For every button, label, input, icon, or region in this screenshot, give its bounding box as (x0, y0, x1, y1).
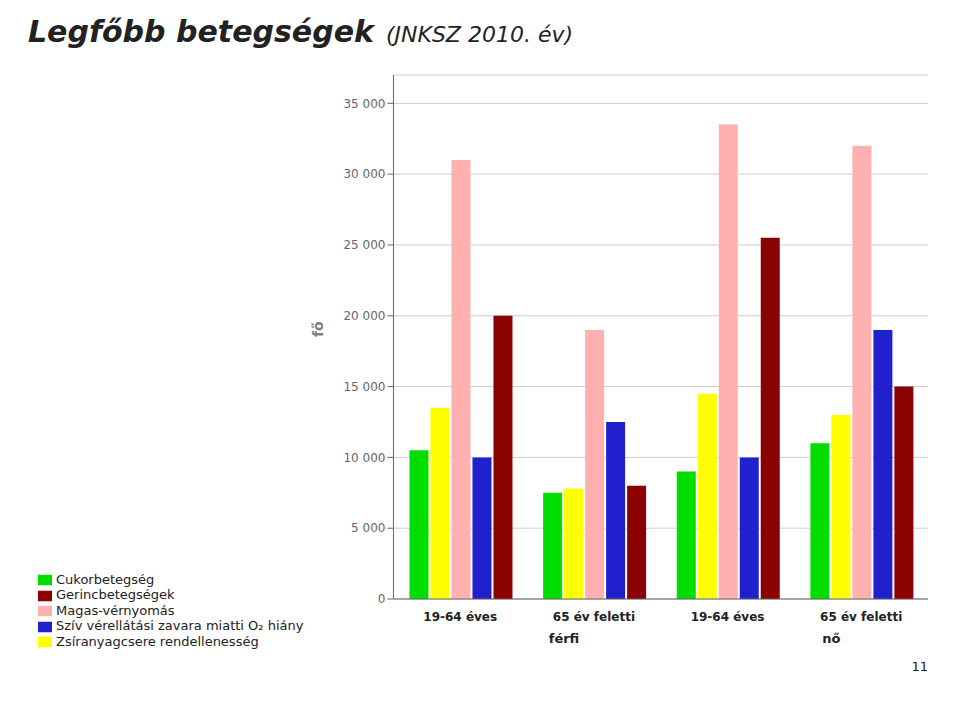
svg-text:19-64 éves: 19-64 éves (691, 610, 765, 624)
svg-text:fő: fő (310, 321, 326, 337)
svg-text:15 000: 15 000 (343, 380, 385, 394)
html-text:Szív vérellátási zavara miatti: Szív vérellátási zavara miatti O₂ hiány (56, 618, 304, 633)
svg-text:nő: nő (822, 631, 840, 646)
svg-text:5 000: 5 000 (351, 521, 385, 535)
html-text:11: 11 (911, 659, 928, 674)
html-text:Cukorbetegség: Cukorbetegség (56, 571, 155, 587)
svg-text:19-64 éves: 19-64 éves (423, 610, 497, 624)
html-text:Legfőbb betegségek: Legfőbb betegségek (28, 14, 374, 49)
svg-text:20 000: 20 000 (343, 309, 385, 323)
svg-text:65 év feletti: 65 év feletti (820, 610, 902, 624)
svg-text:30 000: 30 000 (343, 167, 385, 181)
html-text:Magas-vérnyomás: Magas-vérnyomás (56, 602, 175, 618)
svg-text:35 000: 35 000 (343, 97, 385, 111)
svg-text:10 000: 10 000 (343, 451, 385, 465)
html-text:Gerincbetegségek: Gerincbetegségek (56, 587, 175, 602)
svg-text:férfi: férfi (549, 631, 580, 646)
html-text:(JNKSZ 2010. év): (JNKSZ 2010. év) (386, 22, 574, 47)
html-text:Zsíranyagcsere rendellenesség: Zsíranyagcsere rendellenesség (56, 633, 259, 649)
svg-text:0: 0 (378, 592, 386, 606)
svg-text:65 év feletti: 65 év feletti (553, 610, 635, 624)
svg-text:25 000: 25 000 (343, 238, 385, 252)
